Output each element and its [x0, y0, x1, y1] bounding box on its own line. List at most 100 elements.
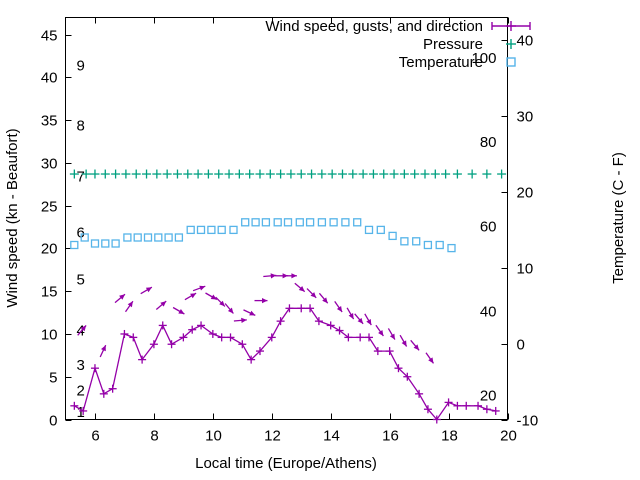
series-wind-gust-arrows [77, 273, 435, 364]
gust-arrow [410, 339, 420, 351]
y2-tick-label: 10 [517, 261, 534, 278]
x-axis-ticks [95, 17, 509, 420]
gust-arrow [140, 286, 153, 295]
beaufort-label: 7 [77, 169, 85, 186]
gust-arrow [399, 334, 408, 347]
right-axis-ticks [501, 40, 508, 421]
gust-arrow [215, 296, 226, 307]
x-tick-label: 12 [264, 428, 281, 445]
temperature-point [273, 218, 282, 227]
gust-arrow [243, 309, 256, 316]
y2-tick-label: 40 [517, 33, 534, 50]
gust-arrow [283, 273, 297, 279]
temperature-point [123, 233, 132, 242]
gust-arrow [263, 273, 277, 279]
gust-arrow [99, 344, 107, 358]
x-tick-label: 6 [91, 428, 99, 445]
gust-arrow [77, 324, 87, 336]
x-axis-title: Local time (Europe/Athens) [195, 455, 377, 472]
y2-tick-label: -10 [517, 413, 539, 430]
temperature-point [143, 233, 153, 242]
gust-arrow [306, 288, 317, 299]
y-axis-title: Wind speed (kn - Beaufort) [4, 128, 21, 307]
legend-label-temperature: Temperature [399, 54, 483, 71]
gust-arrow [192, 285, 206, 292]
fahrenheit-label: 80 [480, 134, 497, 151]
temperature-point [447, 243, 456, 253]
left-axis-tick-labels: 0 5 10 15 20 25 30 35 40 45 [41, 28, 58, 430]
gust-arrow [354, 313, 364, 325]
y-tick-label: 25 [41, 199, 58, 216]
temperature-point [196, 225, 206, 235]
legend-marker-pressure-icon [506, 39, 516, 49]
temperature-point [400, 237, 409, 246]
temperature-point [295, 218, 304, 227]
gust-arrow [346, 307, 355, 320]
y-tick-label: 30 [41, 156, 58, 173]
gust-arrow [205, 292, 218, 301]
temperature-point [364, 225, 374, 235]
y-tick-label: 35 [41, 113, 58, 130]
temperature-point [80, 233, 89, 242]
x-axis-tick-labels: 6 8 10 12 14 16 18 20 [91, 428, 517, 445]
temperature-point [186, 225, 195, 235]
beaufort-label: 6 [77, 224, 85, 241]
temperature-point [353, 218, 362, 227]
wind-speed-line [73, 307, 496, 421]
y-tick-label: 15 [41, 284, 58, 301]
series-pressure [69, 169, 507, 179]
fahrenheit-scale-labels: 20 40 60 80 100 [471, 50, 496, 405]
gust-arrow [254, 298, 268, 304]
y-tick-label: 5 [49, 370, 57, 387]
temperature-point [376, 225, 385, 235]
legend-marker-wind-icon [491, 21, 531, 31]
gust-arrow [375, 324, 384, 337]
beaufort-label: 1 [77, 404, 85, 421]
temperature-point [241, 218, 250, 227]
temperature-point [164, 233, 173, 242]
plot-frame [65, 17, 508, 420]
legend-marker-temperature-icon [506, 57, 516, 67]
y-tick-label: 40 [41, 70, 58, 87]
x-tick-label: 18 [441, 428, 458, 445]
gust-arrow [114, 293, 126, 304]
temperature-point [261, 218, 271, 227]
y-tick-label: 0 [49, 413, 57, 430]
fahrenheit-label: 20 [480, 387, 497, 404]
y-tick-label: 20 [41, 241, 58, 258]
y2-axis-title: Temperature (C - F) [610, 152, 627, 284]
temperature-point [317, 218, 327, 227]
gust-arrow [184, 292, 197, 301]
gust-arrow [364, 313, 372, 326]
temperature-point [341, 218, 350, 227]
gust-arrow [387, 328, 396, 340]
temperature-point [305, 218, 315, 227]
temperature-point [174, 233, 184, 242]
temperature-point [251, 218, 260, 227]
gust-arrow [425, 352, 435, 364]
beaufort-label: 8 [77, 117, 85, 134]
x-tick-label: 16 [382, 428, 399, 445]
temperature-point [101, 239, 110, 248]
fahrenheit-label: 40 [480, 303, 497, 320]
x-tick-label: 14 [323, 428, 340, 445]
series-temperature [70, 218, 456, 253]
y2-tick-label: 20 [517, 185, 534, 202]
y2-tick-label: 0 [517, 337, 525, 354]
y-tick-label: 45 [41, 28, 58, 45]
gust-arrow [233, 317, 247, 323]
temperature-point [90, 239, 100, 248]
fahrenheit-label: 60 [480, 218, 497, 235]
gust-arrow [172, 306, 185, 315]
left-axis-ticks [65, 35, 72, 421]
temperature-point [217, 225, 226, 235]
gust-arrow [294, 282, 306, 293]
temperature-point [154, 233, 163, 242]
temperature-point [133, 233, 142, 242]
temperature-point [283, 218, 293, 227]
series-wind-speed [70, 304, 500, 424]
x-tick-label: 8 [150, 428, 158, 445]
temperature-point [412, 237, 421, 246]
temperature-point [423, 240, 433, 250]
